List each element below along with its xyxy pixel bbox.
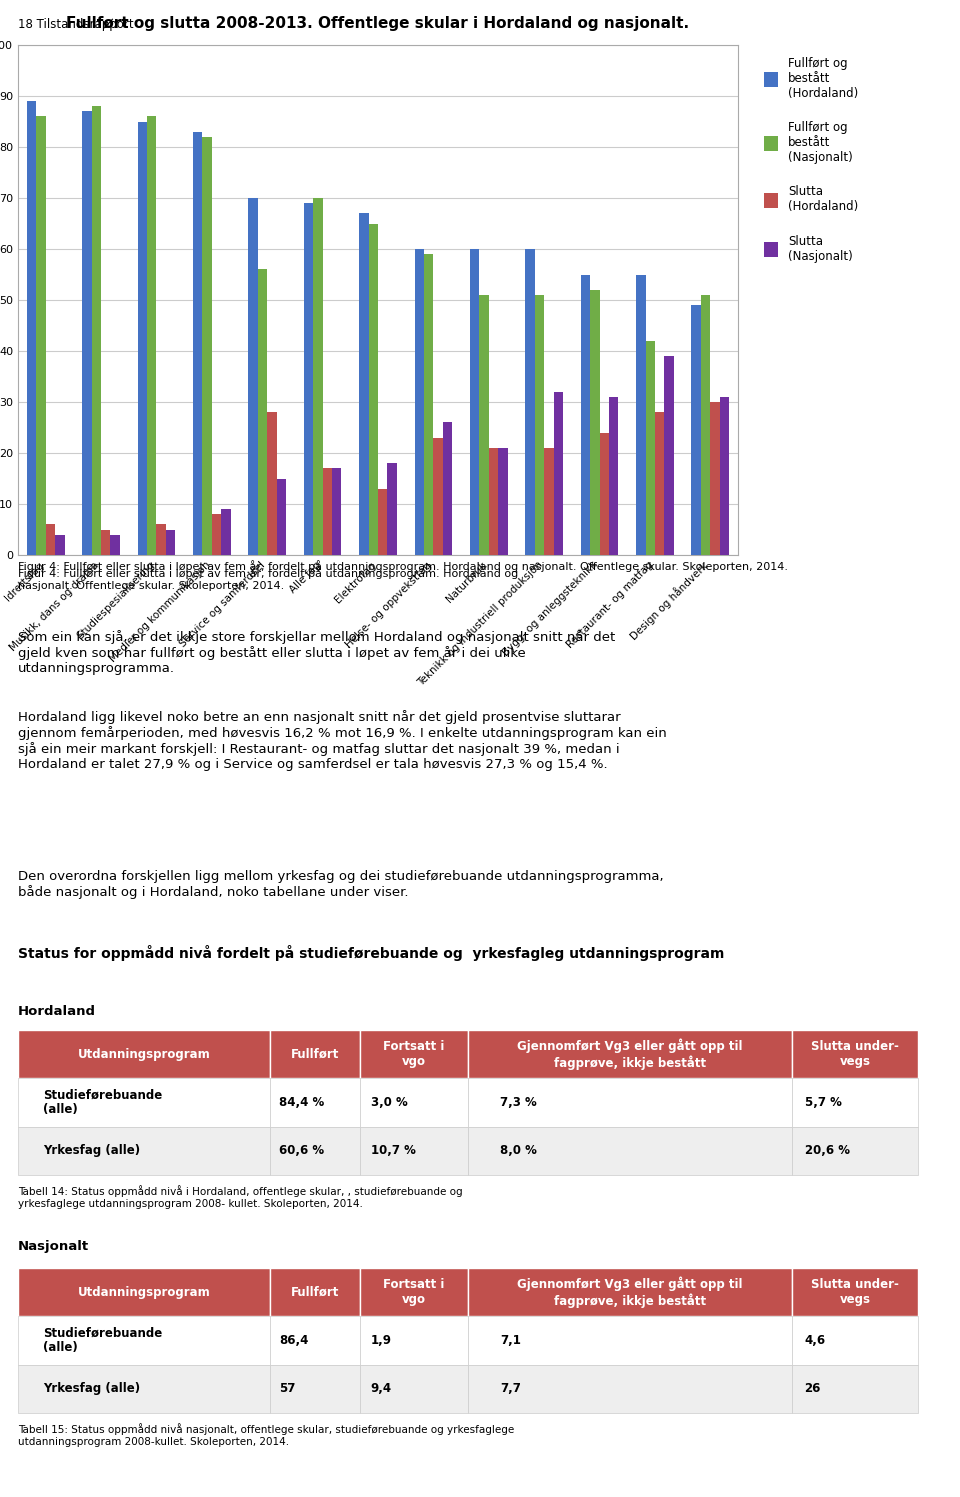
Bar <box>193 132 203 555</box>
Bar <box>636 274 645 555</box>
Bar <box>332 469 342 555</box>
Bar <box>498 448 508 555</box>
Bar <box>609 397 618 555</box>
Text: 18 Tilstandsrapport: 18 Tilstandsrapport <box>18 18 133 31</box>
Bar <box>101 530 110 555</box>
Bar <box>535 295 544 555</box>
Bar <box>55 534 64 555</box>
Text: Status for oppmådd nivå fordelt på studieførebuande og  yrkesfagleg utdanningspr: Status for oppmådd nivå fordelt på studi… <box>18 945 725 961</box>
Text: Tabell 15: Status oppmådd nivå nasjonalt, offentlege skular, studieførebuande og: Tabell 15: Status oppmådd nivå nasjonalt… <box>18 1424 515 1446</box>
Bar <box>137 121 147 555</box>
Bar <box>489 448 498 555</box>
Bar <box>147 117 156 555</box>
Bar <box>544 448 554 555</box>
Bar <box>36 117 46 555</box>
Bar <box>83 111 91 555</box>
Bar <box>479 295 489 555</box>
Text: Nasjonalt: Nasjonalt <box>18 1240 89 1253</box>
Bar <box>664 356 674 555</box>
Bar <box>46 524 55 555</box>
Bar <box>424 254 433 555</box>
Text: Som ein kan sjå, er det ikkje store forskjellar mellom Hordaland og nasjonalt sn: Som ein kan sjå, er det ikkje store fors… <box>18 630 615 675</box>
Bar <box>590 290 600 555</box>
Bar <box>323 469 332 555</box>
Bar <box>276 479 286 555</box>
Bar <box>156 524 166 555</box>
Bar <box>554 392 563 555</box>
Bar <box>720 397 730 555</box>
Text: Figur 4: Fullført eller slutta i løpet av fem år, fordelt på utdanningsprogram. : Figur 4: Fullført eller slutta i løpet a… <box>18 567 518 590</box>
Bar <box>221 509 230 555</box>
Bar <box>701 295 710 555</box>
Bar <box>433 437 443 555</box>
Bar <box>313 198 323 555</box>
Bar <box>525 249 535 555</box>
Bar <box>378 488 388 555</box>
Text: Tabell 14: Status oppmådd nivå i Hordaland, offentlege skular, , studieførebuand: Tabell 14: Status oppmådd nivå i Hordala… <box>18 1186 463 1208</box>
Bar <box>691 305 701 555</box>
Bar <box>303 204 313 555</box>
Bar <box>470 249 479 555</box>
Bar <box>27 102 36 555</box>
Bar <box>443 422 452 555</box>
Bar <box>91 106 101 555</box>
Text: Hordaland ligg likevel noko betre an enn nasjonalt snitt når det gjeld prosentvi: Hordaland ligg likevel noko betre an enn… <box>18 710 667 771</box>
Bar <box>166 530 176 555</box>
Title: Fullført og slutta 2008-2013. Offentlege skular i Hordaland og nasjonalt.: Fullført og slutta 2008-2013. Offentlege… <box>66 16 689 31</box>
Text: Figur 4: Fullført eller slutta i løpet av fem år, fordelt på utdanningsprogram. : Figur 4: Fullført eller slutta i løpet a… <box>18 560 788 572</box>
Bar <box>600 433 609 555</box>
Bar <box>655 412 664 555</box>
Bar <box>267 412 276 555</box>
Text: Hordaland: Hordaland <box>18 1004 96 1018</box>
Bar <box>710 403 720 555</box>
Bar <box>415 249 424 555</box>
Bar <box>581 274 590 555</box>
Bar <box>110 534 120 555</box>
Legend: Fullført og
bestått
(Hordaland), Fullført og
bestått
(Nasjonalt), Slutta
(Hordal: Fullført og bestått (Hordaland), Fullfør… <box>758 51 864 268</box>
Bar <box>249 198 258 555</box>
Bar <box>645 341 655 555</box>
Bar <box>369 223 378 555</box>
Bar <box>212 513 221 555</box>
Bar <box>258 269 267 555</box>
Bar <box>359 213 369 555</box>
Bar <box>388 463 396 555</box>
Text: Den overordna forskjellen ligg mellom yrkesfag og dei studieførebuande utdanning: Den overordna forskjellen ligg mellom yr… <box>18 870 663 900</box>
Bar <box>203 136 212 555</box>
